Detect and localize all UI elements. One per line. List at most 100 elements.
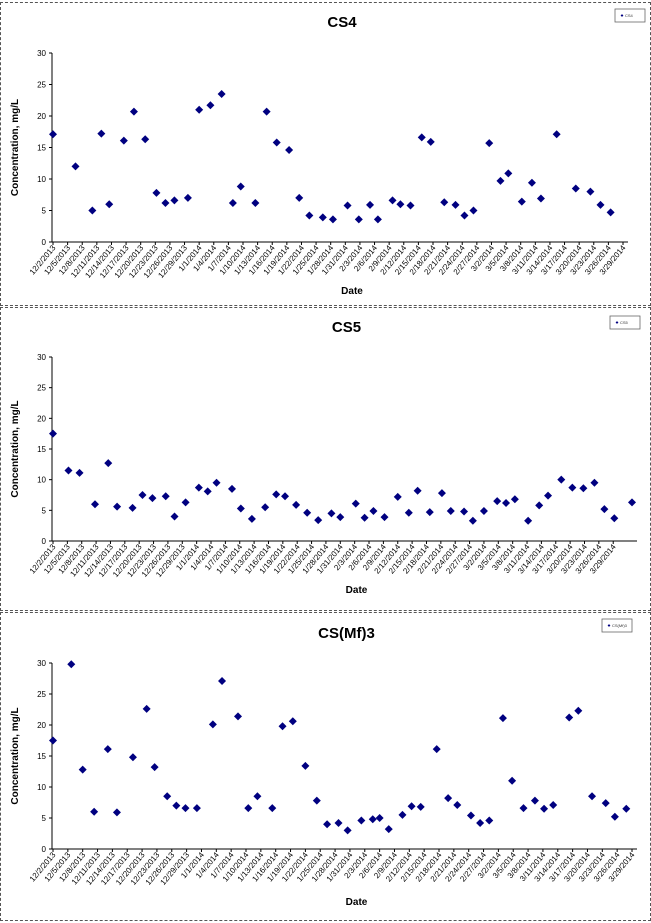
y-tick-label: 5 <box>42 506 47 515</box>
chart-panel-cs5: CS5 CS5 0 5 10 15 20 25 30 12/2/2013 12/5/2013 12/8… <box>0 307 651 611</box>
data-point <box>493 497 502 506</box>
data-point <box>112 808 121 817</box>
data-point <box>354 215 363 224</box>
data-point <box>590 478 599 487</box>
y-tick-label: 25 <box>37 690 46 699</box>
data-point <box>281 492 290 501</box>
data-point <box>288 717 297 726</box>
data-point <box>601 799 610 808</box>
y-tick-label: 30 <box>37 49 46 58</box>
data-point <box>565 713 574 722</box>
data-point <box>181 804 190 813</box>
legend-label: CS(Mf)3 <box>612 623 628 628</box>
data-series <box>49 660 631 835</box>
data-point <box>49 736 57 745</box>
data-point <box>314 516 323 525</box>
data-point <box>161 492 170 501</box>
x-axis-label: Date <box>346 585 368 596</box>
data-point <box>78 765 87 774</box>
data-point <box>469 206 478 215</box>
data-point <box>586 187 595 196</box>
cs5-chart: CS5 CS505101520253012/2/201312/5/201312/8… <box>10 315 641 596</box>
data-point <box>217 89 226 98</box>
data-point <box>396 200 405 209</box>
data-point <box>218 676 227 685</box>
data-point <box>393 492 402 501</box>
chart-title: CS5 <box>332 319 361 336</box>
data-point <box>272 490 281 499</box>
data-point <box>368 815 377 824</box>
data-point <box>380 513 389 522</box>
data-point <box>406 201 415 210</box>
data-point <box>161 198 170 207</box>
data-point <box>504 169 513 178</box>
data-point <box>170 196 179 205</box>
y-tick-label: 20 <box>37 112 46 121</box>
data-point <box>544 491 553 500</box>
data-point <box>468 516 477 525</box>
data-point <box>148 494 157 503</box>
csmf3-chart: CS(Mf)3 CS(Mf)305101520253012/2/201312/5/… <box>10 618 637 908</box>
legend-marker <box>615 321 619 324</box>
data-point <box>388 196 397 205</box>
data-point <box>343 201 352 210</box>
data-point <box>588 792 597 801</box>
data-point <box>141 135 150 144</box>
data-point <box>510 495 519 504</box>
chart-panel-csmf3: CS(Mf)3 CS(Mf)3 0 5 10 15 20 25 30 12/2/2013 12/5/… <box>0 612 651 921</box>
data-point <box>369 506 378 515</box>
data-point <box>334 818 343 827</box>
data-point <box>416 802 425 811</box>
data-point <box>305 211 314 220</box>
data-point <box>327 509 336 518</box>
legend-label: CS5 <box>620 320 629 325</box>
data-point <box>295 193 304 202</box>
data-point <box>71 162 80 171</box>
legend-box <box>601 618 633 633</box>
y-tick-label: 30 <box>37 659 46 668</box>
data-point <box>103 745 112 754</box>
data-point <box>312 796 321 805</box>
chart-panel-cs4: CS4 CS4 0 5 10 15 20 25 30 12/2/2013 12/5/2013 12/8… <box>0 2 651 306</box>
data-point <box>375 814 384 822</box>
data-point <box>343 826 352 835</box>
data-point <box>212 478 221 487</box>
data-point <box>417 133 426 142</box>
y-tick-label: 30 <box>37 353 46 362</box>
data-point <box>64 466 73 475</box>
y-tick-label: 20 <box>37 721 46 730</box>
data-point <box>183 193 192 202</box>
data-point <box>128 753 137 762</box>
legend: CS5 <box>609 315 641 330</box>
data-point <box>540 804 549 813</box>
data-point <box>138 491 147 499</box>
data-point <box>622 804 631 813</box>
data-point <box>527 178 536 187</box>
data-point <box>557 475 566 484</box>
data-point <box>524 516 533 525</box>
data-point <box>444 794 453 803</box>
data-point <box>432 745 441 754</box>
data-point <box>453 800 462 809</box>
y-tick-label: 25 <box>37 81 46 90</box>
data-point <box>303 508 312 517</box>
legend: CS4 <box>614 8 646 23</box>
data-point <box>596 200 605 209</box>
data-point <box>251 198 260 207</box>
y-tick-label: 10 <box>37 476 46 485</box>
data-point <box>426 137 435 146</box>
legend-box <box>609 315 641 330</box>
data-point <box>105 200 114 209</box>
data-point <box>535 501 544 510</box>
data-point <box>476 818 485 827</box>
legend-marker <box>607 624 611 627</box>
data-point <box>360 513 369 522</box>
data-point <box>75 468 84 477</box>
data-point <box>373 215 382 224</box>
data-point <box>247 514 256 523</box>
data-point <box>49 429 57 438</box>
data-point <box>208 720 217 729</box>
data-point <box>67 660 76 669</box>
data-point <box>496 176 505 185</box>
chart-title: CS4 <box>327 14 357 31</box>
